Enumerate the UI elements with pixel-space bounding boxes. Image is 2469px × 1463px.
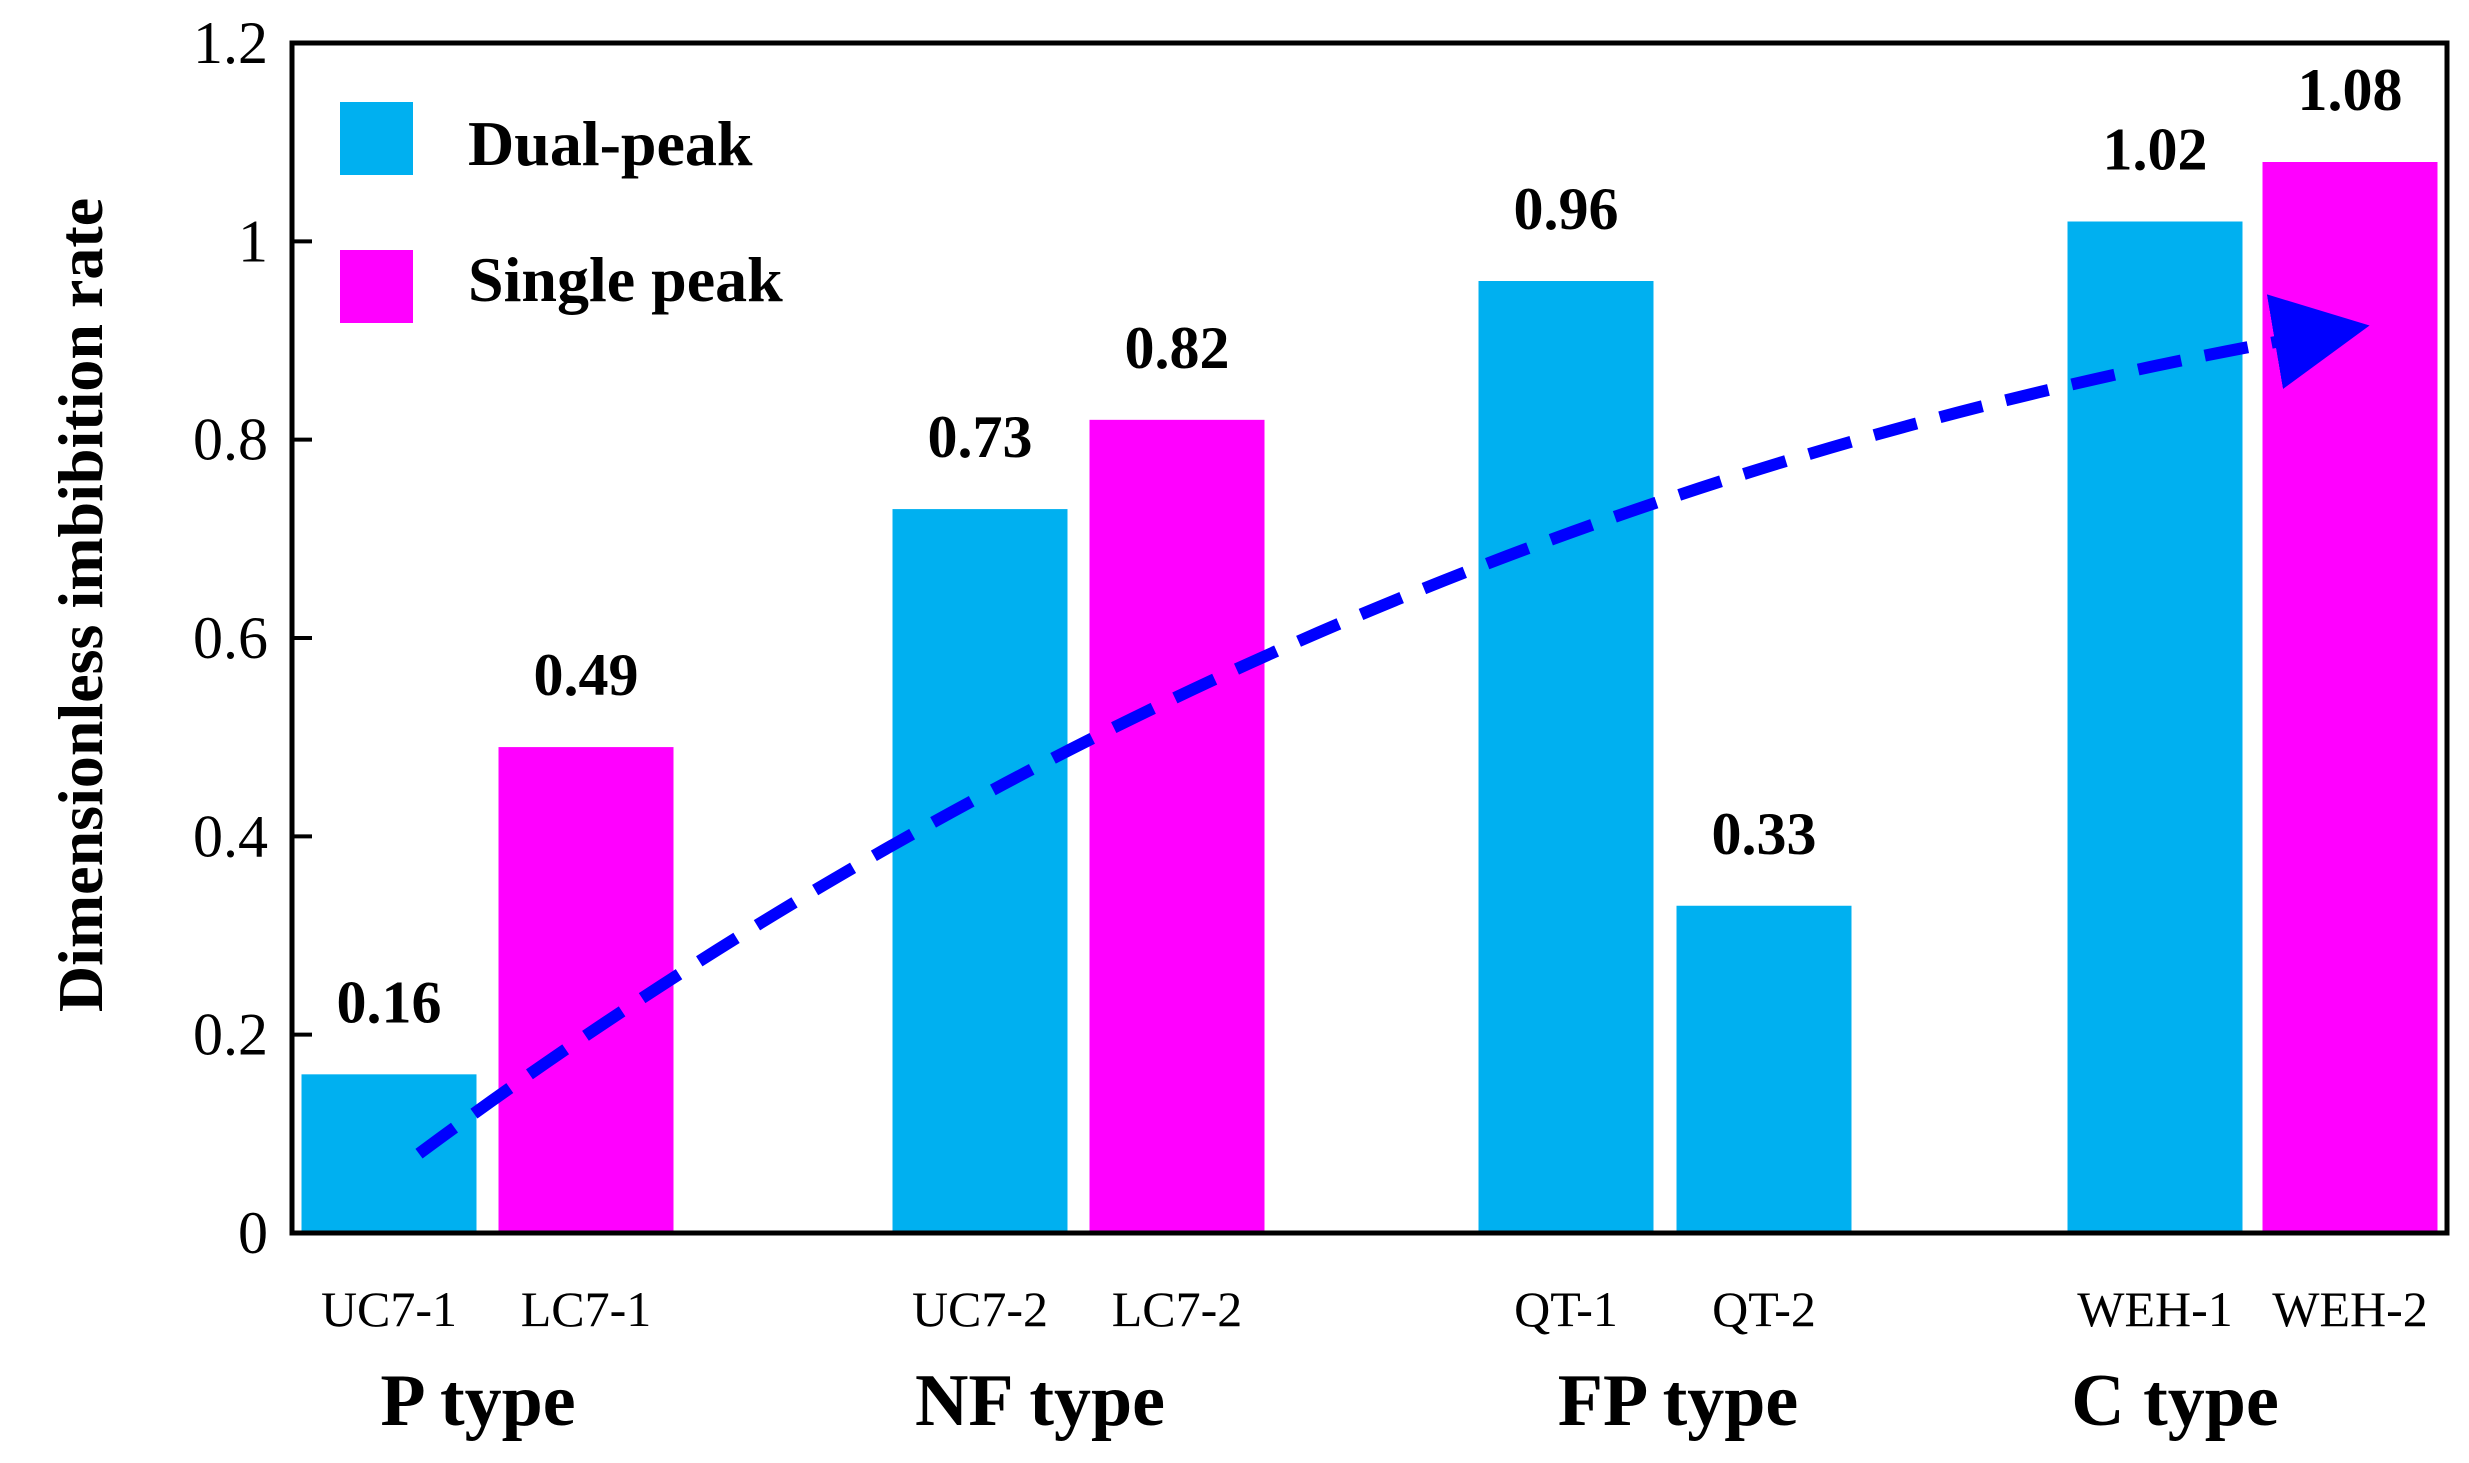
bars xyxy=(301,162,2438,1233)
sample-label-uc7-1: UC7-1 xyxy=(321,1281,457,1337)
value-label-lc7-1: 0.49 xyxy=(534,642,639,708)
bar-uc7-1 xyxy=(301,1074,477,1233)
y-tick-label: 0.8 xyxy=(193,407,268,473)
y-tick-label: 0 xyxy=(238,1200,268,1266)
trend-arrow xyxy=(415,294,2370,1159)
legend: Dual-peak Single peak xyxy=(340,102,783,323)
y-tick-label: 0.6 xyxy=(193,605,268,671)
legend-label-dual-peak: Dual-peak xyxy=(468,108,753,179)
y-tick-label: 0.4 xyxy=(193,803,268,869)
group-label-p-type: P type xyxy=(380,1360,575,1442)
x-group-labels: P type NF type FP type C type xyxy=(380,1360,2278,1442)
sample-label-uc7-2: UC7-2 xyxy=(912,1281,1048,1337)
y-tick-label: 1.2 xyxy=(193,10,268,76)
value-label-qt-1: 0.96 xyxy=(1514,176,1619,242)
legend-label-single-peak: Single peak xyxy=(468,244,783,315)
sample-label-weh-1: WEH-1 xyxy=(2077,1281,2233,1337)
value-label-uc7-1: 0.16 xyxy=(337,969,442,1035)
sample-label-lc7-2: LC7-2 xyxy=(1112,1281,1243,1337)
bar-qt-2 xyxy=(1676,905,1852,1233)
bar-uc7-2 xyxy=(892,509,1068,1233)
bar-value-labels: 0.16 0.49 0.73 0.82 0.96 0.33 1.02 1.08 xyxy=(337,57,2403,1035)
sample-label-qt-1: QT-1 xyxy=(1514,1281,1618,1337)
legend-swatch-single-peak xyxy=(340,250,413,323)
plot-frame xyxy=(289,40,2450,1236)
bar-weh-2 xyxy=(2262,162,2438,1233)
value-label-weh-2: 1.08 xyxy=(2298,57,2403,123)
sample-label-qt-2: QT-2 xyxy=(1712,1281,1816,1337)
bar-qt-1 xyxy=(1478,281,1654,1233)
sample-label-lc7-1: LC7-1 xyxy=(521,1281,652,1337)
sample-label-weh-2: WEH-2 xyxy=(2272,1281,2428,1337)
y-axis-ticks: 0 0.2 0.4 0.6 0.8 1 1.2 xyxy=(193,10,312,1266)
y-axis-title: Dimensionless imbibition rate xyxy=(45,198,116,1012)
value-label-lc7-2: 0.82 xyxy=(1125,315,1230,381)
y-tick-label: 0.2 xyxy=(193,1002,268,1068)
y-tick-label: 1 xyxy=(238,208,268,274)
bar-lc7-2 xyxy=(1089,419,1265,1233)
bar-weh-1 xyxy=(2067,221,2243,1233)
group-label-fp-type: FP type xyxy=(1558,1360,1798,1442)
value-label-qt-2: 0.33 xyxy=(1712,801,1817,867)
group-label-nf-type: NF type xyxy=(915,1360,1165,1442)
group-label-c-type: C type xyxy=(2071,1360,2279,1442)
value-label-weh-1: 1.02 xyxy=(2103,117,2208,183)
legend-swatch-dual-peak xyxy=(340,102,413,175)
x-sample-labels: UC7-1 LC7-1 UC7-2 LC7-2 QT-1 QT-2 WEH-1 WEH-2 xyxy=(321,1281,2428,1337)
value-label-uc7-2: 0.73 xyxy=(928,404,1033,470)
